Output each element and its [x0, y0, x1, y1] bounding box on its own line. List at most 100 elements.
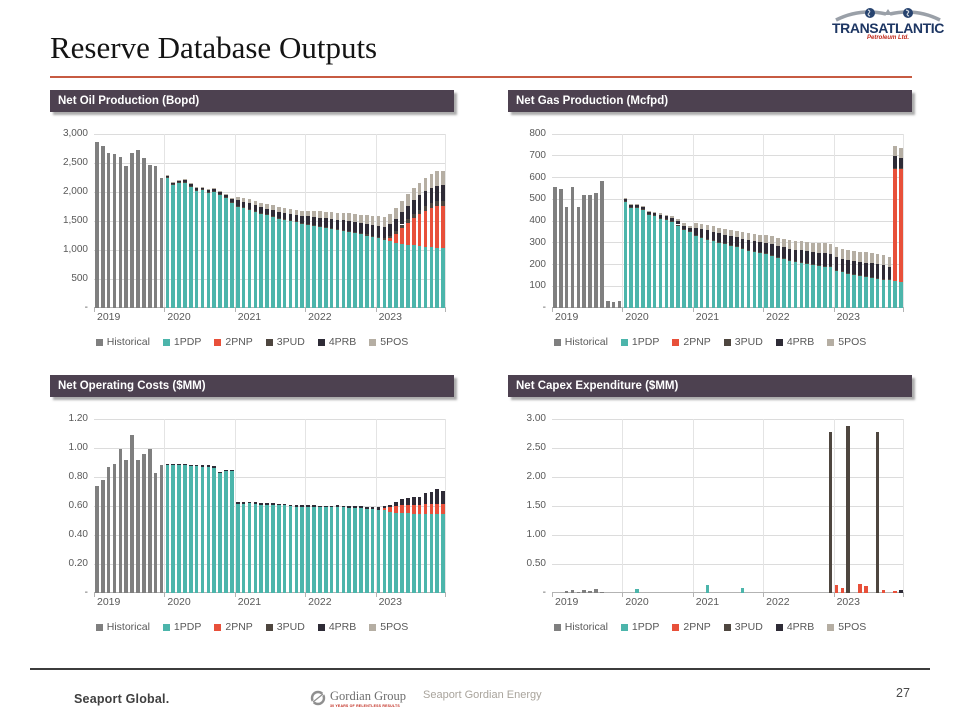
bar-segment-historical — [124, 459, 129, 593]
gridline — [94, 447, 446, 449]
bar-segment-1pdp — [224, 197, 228, 308]
bar-segment-5pos — [758, 235, 763, 243]
bar-segment-3pud — [294, 221, 299, 223]
y-tick-label: 100 — [529, 280, 546, 292]
bar-segment-4prb — [688, 227, 692, 232]
bar-segment-4prb — [206, 190, 211, 192]
bar-segment-1pdp — [682, 229, 686, 308]
bar-segment-5pos — [271, 205, 275, 210]
bar-segment-1pdp — [370, 508, 375, 593]
bar-segment-1pdp — [335, 230, 340, 308]
x-tick-label: 2020 — [625, 596, 649, 608]
bar-segment-3pud — [370, 235, 375, 237]
y-axis-labels: - 100 200 300 400 500 600 700 800 — [508, 128, 546, 313]
bar-segment-1pdp — [306, 506, 310, 593]
bar-segment-4prb — [306, 216, 310, 224]
year-gridline — [903, 419, 904, 593]
bar-segment-historical — [588, 591, 592, 593]
bar-segment-1pdp — [177, 465, 181, 593]
legend-marker — [317, 623, 325, 631]
gridline — [552, 177, 904, 178]
bar-segment-1pdp — [846, 273, 851, 308]
bar-segment-5pos — [353, 214, 357, 223]
bar-segment-5pos — [194, 187, 199, 188]
year-gridline — [622, 134, 624, 308]
bar-segment-1pdp — [799, 262, 804, 308]
bar-segment-3pud — [787, 259, 792, 261]
bar-segment-5pos — [723, 228, 727, 235]
bar-segment-historical — [576, 591, 581, 593]
legend-item-4prb: 4PRB — [317, 336, 356, 348]
bar-segment-4prb — [276, 211, 281, 218]
bar-segment-4prb — [200, 187, 205, 190]
bar-segment-historical — [106, 152, 111, 308]
chart-panel-net-capex-expenditure: Net Capex Expenditure ($MM) - 0.50 1.00 1.5… — [508, 375, 920, 655]
bar-segment-4prb — [224, 469, 228, 472]
x-tick-label: 2019 — [554, 311, 579, 323]
bar-segment-1pdp — [276, 218, 281, 308]
gridline — [552, 447, 904, 449]
chart-title: Net Capex Expenditure ($MM) — [516, 380, 679, 392]
x-axis-tick — [305, 593, 307, 597]
gridline — [552, 155, 904, 157]
bar-segment-3pud — [194, 189, 199, 191]
bar-segment-3pud — [652, 215, 657, 217]
bar-segment-3pud — [364, 234, 369, 236]
bar-segment-2pnp — [881, 589, 886, 593]
bar-segment-historical — [136, 459, 140, 593]
gridline — [94, 418, 446, 420]
gridline — [552, 220, 904, 222]
bar-segment-2pnp — [406, 504, 410, 514]
y-tick-label: 1,500 — [62, 215, 88, 226]
bar-segment-1pdp — [828, 267, 833, 308]
plot-area — [552, 133, 904, 312]
bar-segment-1pdp — [417, 513, 422, 593]
transatlantic-logo: TransAtlantic Petroleum Ltd. — [828, 7, 948, 42]
legend-item-3pud: 3PUD — [723, 336, 763, 348]
x-axis-labels: 2019 2020 2021 2022 2023 — [552, 596, 904, 610]
legend-label: Historical — [564, 336, 608, 348]
bar-segment-5pos — [441, 170, 445, 186]
bar-segment-4prb — [359, 506, 363, 509]
y-tick-label: 0.60 — [68, 500, 88, 511]
bar-segment-1pdp — [206, 192, 211, 308]
gridline — [552, 285, 904, 287]
legend-marker — [265, 338, 273, 346]
bar-segment-1pdp — [869, 277, 874, 308]
gridline — [552, 198, 904, 200]
bar-segment-historical — [147, 165, 152, 308]
bar-segment-5pos — [265, 204, 269, 209]
bar-segment-4prb — [353, 506, 357, 509]
bar-segment-5pos — [676, 219, 680, 222]
bar-segment-5pos — [670, 216, 675, 218]
y-tick-label: 1.20 — [68, 413, 88, 424]
x-tick-label: 2020 — [167, 596, 191, 608]
bar-segment-5pos — [646, 210, 651, 212]
bar-segment-1pdp — [247, 503, 252, 593]
bar-segment-4prb — [899, 157, 903, 169]
bar-segment-4prb — [875, 264, 880, 278]
bar-segment-4prb — [271, 210, 275, 217]
bar-segment-historical — [142, 158, 146, 308]
bar-segment-4prb — [329, 505, 334, 508]
bar-segment-3pud — [688, 231, 692, 233]
bar-segment-4prb — [253, 205, 258, 211]
bar-segment-2pnp — [435, 205, 439, 248]
bar-segment-5pos — [834, 247, 839, 258]
bar-segment-3pud — [717, 241, 721, 243]
legend-item-2pnp: 2PNP — [672, 621, 711, 633]
bar-segment-5pos — [411, 187, 416, 201]
gordian-group-name: Gordian Group — [330, 689, 407, 703]
legend-marker — [672, 338, 680, 346]
gridline — [552, 242, 904, 244]
bar-segment-historical — [142, 453, 146, 593]
bar-segment-1pdp — [230, 471, 234, 593]
bar-segment-4prb — [388, 504, 393, 508]
bar-segment-5pos — [629, 204, 633, 205]
bar-segment-4prb — [411, 497, 416, 505]
bar-segment-3pud — [723, 243, 727, 245]
bar-segment-2pnp — [388, 237, 393, 242]
bar-segment-5pos — [828, 244, 833, 255]
x-axis-tick — [375, 308, 377, 312]
bar-segment-5pos — [729, 229, 733, 237]
